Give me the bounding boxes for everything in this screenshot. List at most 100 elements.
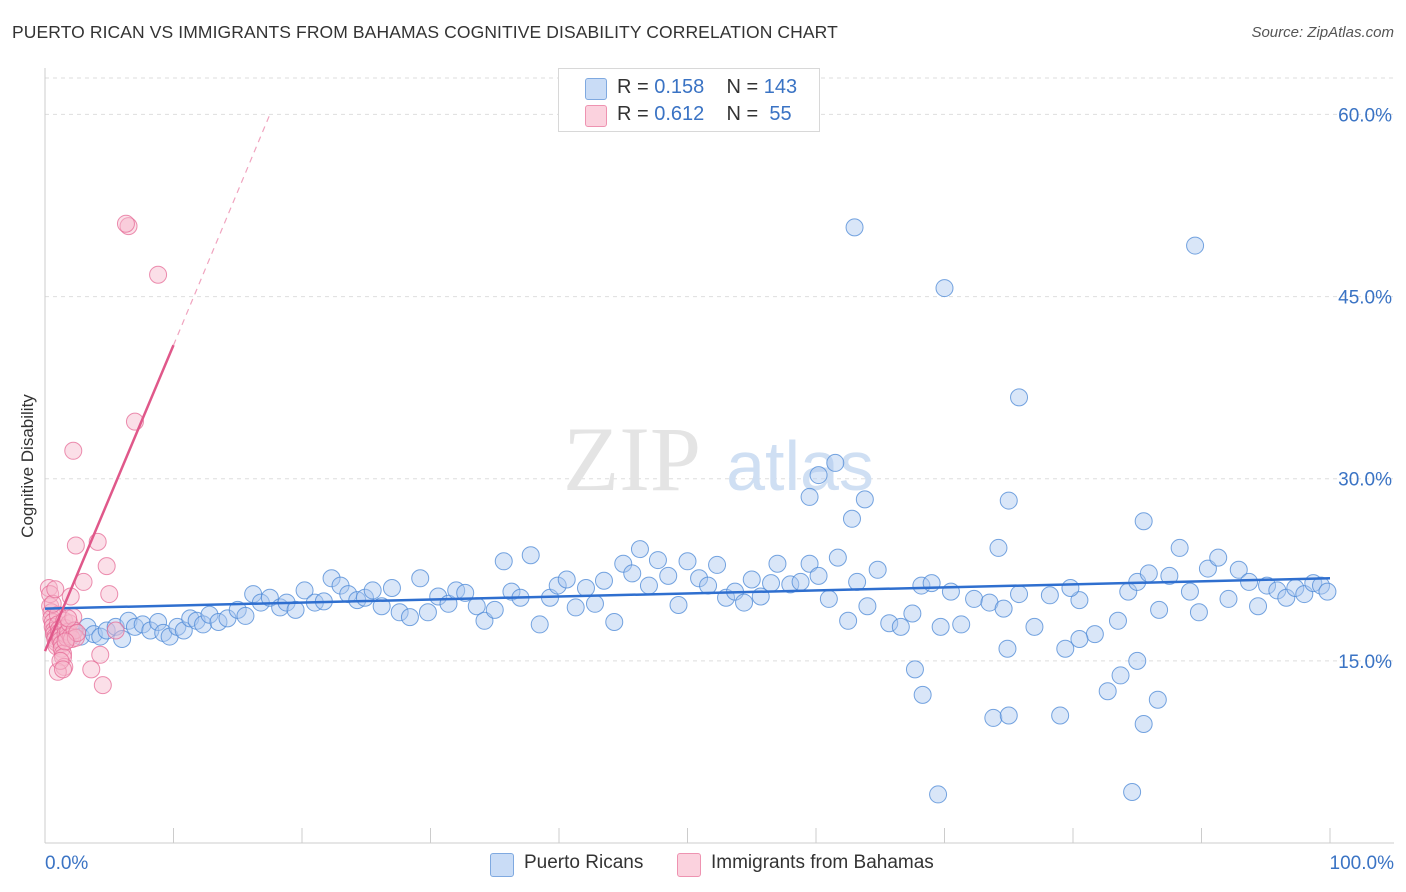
bahamas-point [56, 632, 75, 651]
r-label: R = [617, 103, 655, 125]
watermark-zip: ZIP [563, 408, 701, 510]
legend-label: Puerto Ricans [524, 852, 644, 873]
x-tick-label: 0.0% [45, 853, 88, 874]
puerto-rican-point [891, 617, 910, 636]
puerto-rican-point [521, 546, 540, 565]
bahamas-point [149, 265, 168, 284]
trend-lines [43, 114, 1331, 652]
y-tick-label: 60.0% [1338, 105, 1392, 126]
puerto-rican-point [502, 582, 521, 601]
legend-swatch-pink [585, 105, 607, 127]
puerto-rican-point [1219, 589, 1238, 608]
puerto-rican-point [1189, 603, 1208, 622]
r-value: 0.158 [654, 76, 705, 98]
puerto-rican-point [648, 551, 667, 570]
bahamas-point [53, 660, 72, 679]
puerto-rican-point [1249, 597, 1268, 616]
puerto-rican-point [286, 600, 305, 619]
puerto-rican-point [236, 606, 255, 625]
puerto-rican-point [1170, 538, 1189, 557]
x-tick-label: 100.0% [1330, 853, 1395, 874]
puerto-rican-point [1085, 625, 1104, 644]
puerto-rican-point [494, 552, 513, 571]
puerto-rican-point [605, 613, 624, 631]
puerto-rican-point [1123, 783, 1142, 801]
puerto-rican-point [1010, 388, 1029, 407]
puerto-rican-point [669, 596, 688, 614]
puerto-rican-point [842, 509, 861, 528]
puerto-rican-point [456, 583, 475, 602]
puerto-rican-point [800, 487, 819, 506]
puerto-rican-point [826, 453, 845, 472]
chart-title: PUERTO RICAN VS IMMIGRANTS FROM BAHAMAS … [12, 22, 838, 42]
puerto-rican-point [880, 614, 899, 633]
puerto-rican-point [913, 685, 932, 704]
y-tick-label: 15.0% [1338, 652, 1392, 673]
legend-text: R = 0.158 N = 143 [617, 76, 797, 99]
puerto-rican-point [903, 604, 922, 623]
puerto-rican-point [845, 218, 864, 237]
puerto-rican-point [929, 785, 948, 804]
puerto-rican-point [209, 613, 228, 631]
puerto-rican-point [200, 605, 219, 624]
puerto-rican-point [557, 570, 576, 589]
puerto-rican-point [809, 566, 828, 585]
puerto-rican-point [998, 639, 1017, 658]
legend-swatch-blue [490, 853, 514, 877]
puerto-rican-point [1277, 588, 1296, 607]
puerto-rican-point [935, 279, 954, 298]
puerto-rican-point [194, 615, 213, 634]
y-tick-label: 45.0% [1338, 288, 1392, 309]
r-label: R = [617, 76, 655, 98]
puerto-rican-point [848, 572, 867, 591]
puerto-rican-point [800, 554, 819, 573]
bahamas-trend-line [43, 344, 175, 652]
puerto-rican-point [411, 569, 430, 588]
puerto-rican-point [548, 576, 567, 595]
puerto-rican-point [1148, 690, 1167, 709]
puerto-rican-point [708, 555, 727, 574]
bahamas-point [64, 441, 83, 460]
puerto-rican-point [1258, 576, 1277, 595]
bahamas-point [66, 536, 85, 555]
bahamas-point [100, 585, 119, 604]
puerto-rican-point [1025, 617, 1044, 636]
puerto-rican-point [828, 548, 847, 567]
correlation-legend: R = 0.158 N = 143 R = 0.612 N = 55 [558, 68, 820, 132]
puerto-rican-point [905, 660, 924, 679]
y-axis-label: Cognitive Disability [18, 394, 37, 538]
puerto-rican-point [485, 600, 504, 619]
puerto-rican-point [566, 598, 585, 617]
puerto-rican-point [952, 615, 971, 634]
puerto-rican-point [735, 593, 754, 612]
puerto-rican-point [855, 490, 874, 509]
puerto-rican-point [839, 611, 858, 630]
puerto-rican-point [400, 608, 419, 627]
puerto-rican-point [762, 574, 781, 593]
puerto-rican-point [1150, 600, 1169, 619]
puerto-rican-point [1229, 560, 1248, 579]
puerto-rican-point [1180, 582, 1199, 601]
n-label: N = [726, 76, 764, 98]
source-label: Source: ZipAtlas.com [1251, 24, 1394, 41]
watermark: ZIP atlas [563, 408, 874, 510]
puerto-rican-point [1051, 706, 1070, 725]
n-label: N = [726, 103, 764, 125]
legend-swatch-pink [677, 853, 701, 877]
puerto-rican-point [639, 576, 658, 595]
bahamas-point [106, 621, 125, 640]
puerto-rican-point [1128, 651, 1147, 670]
puerto-rican-point [1134, 715, 1153, 733]
watermark-atlas: atlas [726, 427, 874, 505]
bahamas-point [46, 580, 65, 599]
legend-text: R = 0.612 N = 55 [617, 103, 792, 126]
bahamas-point [116, 214, 135, 233]
tick-labels: 15.0% 30.0% 45.0% 60.0% 0.0% 100.0% [45, 105, 1394, 874]
puerto-rican-point [1070, 591, 1089, 610]
legend-label: Immigrants from Bahamas [711, 852, 934, 873]
series-legend: Puerto Ricans Immigrants from Bahamas [0, 852, 1406, 878]
puerto-rican-point [1111, 666, 1130, 685]
puerto-rican-point [994, 599, 1013, 618]
puerto-rican-point [1010, 585, 1029, 604]
